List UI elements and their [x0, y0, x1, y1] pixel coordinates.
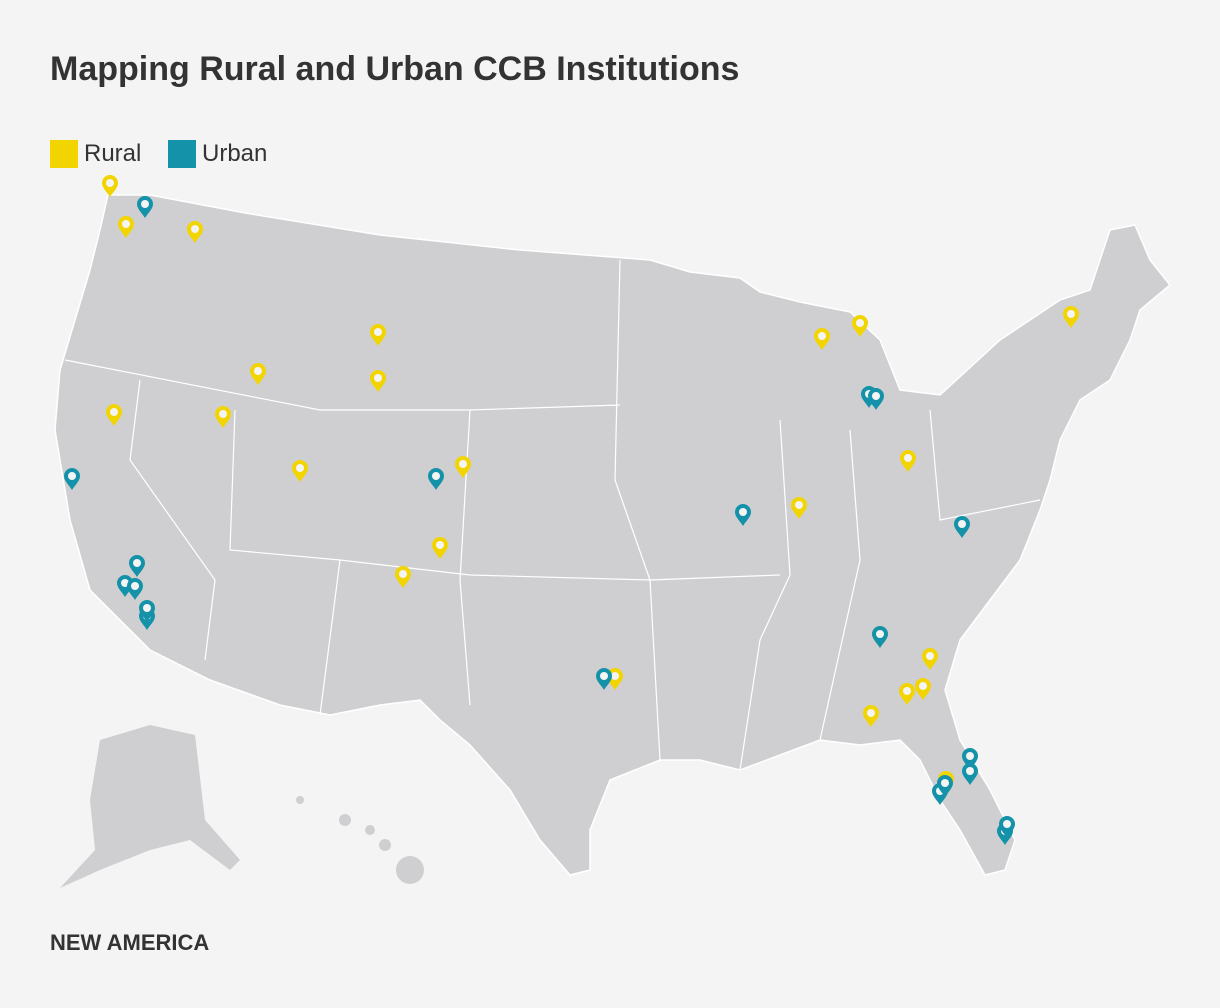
location-pin	[137, 196, 153, 218]
location-pin	[129, 555, 145, 577]
location-pin	[395, 566, 411, 588]
location-pin	[937, 775, 953, 797]
location-pin	[106, 404, 122, 426]
location-pin	[370, 370, 386, 392]
location-pin	[872, 626, 888, 648]
location-pin	[852, 315, 868, 337]
location-pin	[215, 406, 231, 428]
location-pin	[863, 705, 879, 727]
location-pin	[127, 578, 143, 600]
location-pin	[187, 221, 203, 243]
location-pin	[118, 216, 134, 238]
location-pin	[922, 648, 938, 670]
location-pin	[962, 748, 978, 770]
legend-item: Urban	[168, 140, 267, 168]
title: Mapping Rural and Urban CCB Institutions	[50, 50, 740, 88]
location-pin	[915, 678, 931, 700]
contiguous-us	[54, 194, 1172, 876]
location-pin	[899, 683, 915, 705]
location-pin	[868, 388, 884, 410]
location-pin	[102, 175, 118, 197]
location-pin	[596, 668, 612, 690]
legend-swatch	[50, 140, 78, 168]
legend-label: Rural	[84, 140, 142, 167]
alaska	[60, 725, 240, 888]
legend-item: Rural	[50, 140, 141, 168]
location-pin	[292, 460, 308, 482]
location-pin	[735, 504, 751, 526]
location-pin	[954, 516, 970, 538]
location-pin	[791, 497, 807, 519]
footer: NEW AMERICA	[50, 930, 210, 955]
location-pin	[962, 763, 978, 785]
location-pin	[428, 468, 444, 490]
location-pin	[64, 468, 80, 490]
location-pin	[999, 816, 1015, 838]
location-pin	[139, 600, 155, 622]
location-pin	[370, 324, 386, 346]
hawaii	[296, 796, 424, 884]
legend-swatch	[168, 140, 196, 168]
location-pin	[814, 328, 830, 350]
location-pin	[900, 450, 916, 472]
location-pin	[1063, 306, 1079, 328]
location-pin	[117, 575, 133, 597]
location-pin	[432, 537, 448, 559]
legend-label: Urban	[202, 140, 268, 167]
location-pin	[455, 456, 471, 478]
location-pin	[250, 363, 266, 385]
